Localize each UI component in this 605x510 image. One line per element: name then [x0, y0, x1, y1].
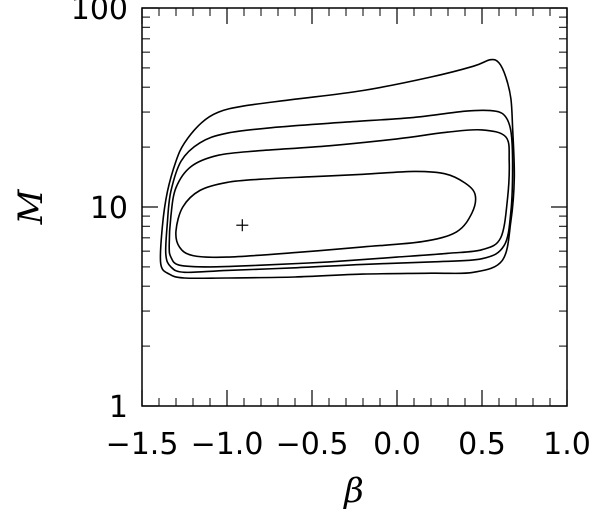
contour-line-level-3: [164, 109, 514, 274]
tick-labels: −1.5 −1.0 −0.5 0.0 0.5 1.0 1 10 100: [71, 0, 591, 462]
best-fit-marker: [236, 219, 249, 232]
x-tick-label: −0.5: [276, 427, 349, 462]
x-tick-label: −1.0: [191, 427, 264, 462]
contour-line-level-1: [175, 170, 477, 259]
y-axis-title: M: [11, 188, 51, 225]
contour-lines: [159, 58, 516, 280]
contour-line-level-4: [159, 58, 516, 280]
x-tick-label: −1.5: [106, 427, 179, 462]
plot-frame: [141, 7, 568, 407]
x-axis-title: β: [342, 471, 364, 510]
y-tick-label: 100: [71, 0, 128, 27]
x-tick-label: 1.0: [543, 427, 591, 462]
axis-ticks: [141, 7, 568, 407]
y-tick-label: 10: [90, 191, 128, 226]
y-tick-label: 1: [109, 390, 128, 425]
contour-line-level-2: [168, 128, 511, 268]
x-tick-label: 0.5: [458, 427, 506, 462]
x-tick-label: 0.0: [373, 427, 421, 462]
